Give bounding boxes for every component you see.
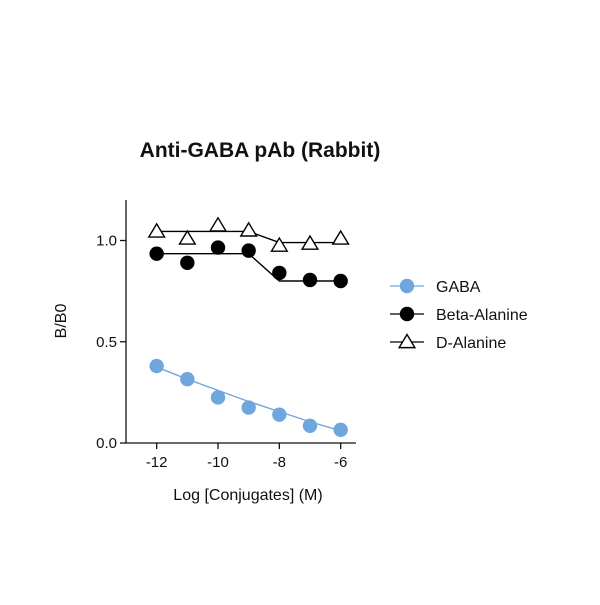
legend-item-gaba: GABA xyxy=(390,278,481,296)
data-point-beta-alanine xyxy=(210,240,226,255)
legend-item-beta-alanine: Beta-Alanine xyxy=(390,306,528,324)
legend-label: Beta-Alanine xyxy=(436,307,528,324)
data-point-beta-alanine xyxy=(149,246,164,261)
data-point-d-alanine xyxy=(147,222,166,238)
data-point-beta-alanine xyxy=(272,265,287,281)
y-tick-label: 0.5 xyxy=(96,334,117,351)
y-tick-label: 0.0 xyxy=(96,435,117,452)
series-d-alanine xyxy=(147,216,350,252)
data-point-beta-alanine xyxy=(333,273,348,289)
data-point-d-alanine xyxy=(178,229,197,245)
legend-label: D-Alanine xyxy=(436,335,506,352)
x-tick-label: -6 xyxy=(334,454,347,471)
x-ticks: -12 -10 -8 -6 xyxy=(146,443,347,471)
x-axis-label: Log [Conjugates] (M) xyxy=(173,487,322,504)
y-tick-label: 1.0 xyxy=(96,233,117,250)
chart-title: Anti-GABA pAb (Rabbit) xyxy=(140,139,381,162)
y-ticks: 0.0 0.5 1.0 xyxy=(96,233,126,452)
legend-label: GABA xyxy=(436,279,481,296)
legend-item-d-alanine: D-Alanine xyxy=(390,333,506,352)
data-point-gaba xyxy=(272,407,287,422)
legend-marker xyxy=(399,278,415,294)
data-point-gaba xyxy=(149,358,164,374)
x-tick-label: -8 xyxy=(273,454,286,471)
series-beta-alanine xyxy=(149,240,348,289)
legend-marker xyxy=(397,333,417,349)
legend: GABA Beta-Alanine D-Alanine xyxy=(390,278,528,352)
data-point-d-alanine xyxy=(239,221,258,237)
series-gaba xyxy=(149,358,348,438)
x-tick-label: -10 xyxy=(207,454,229,471)
data-point-gaba xyxy=(333,422,348,438)
data-point-beta-alanine xyxy=(241,243,256,258)
legend-marker xyxy=(399,306,415,322)
data-point-gaba xyxy=(180,372,195,387)
data-point-gaba xyxy=(241,400,256,415)
data-point-d-alanine xyxy=(300,234,320,250)
data-point-beta-alanine xyxy=(302,272,318,288)
data-point-gaba xyxy=(210,390,226,405)
series-layer xyxy=(147,216,350,438)
data-point-beta-alanine xyxy=(180,255,195,270)
data-point-gaba xyxy=(302,418,318,433)
data-point-d-alanine xyxy=(331,229,350,245)
y-axis-label: B/B0 xyxy=(53,304,70,339)
x-tick-label: -12 xyxy=(146,454,168,471)
data-point-d-alanine xyxy=(208,216,228,232)
data-point-d-alanine xyxy=(270,236,289,252)
